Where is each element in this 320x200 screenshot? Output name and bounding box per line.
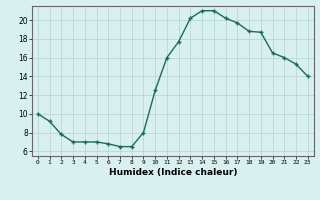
X-axis label: Humidex (Indice chaleur): Humidex (Indice chaleur) [108, 168, 237, 177]
